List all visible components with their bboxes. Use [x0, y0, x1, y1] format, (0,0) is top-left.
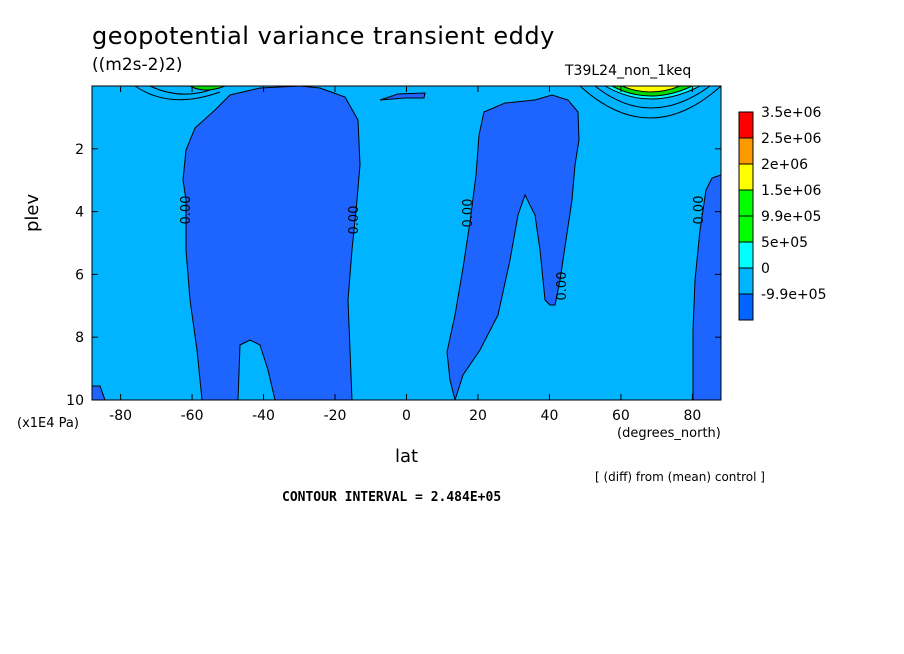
chart-units: ((m2s-2)2)	[92, 55, 183, 75]
experiment-label: T39L24_non_1keq	[565, 63, 692, 79]
x-tick-label: 20	[469, 408, 487, 424]
contour-label: 0.00	[461, 199, 476, 228]
x-tick-label: -20	[324, 408, 347, 424]
legend-label: 1.5e+06	[761, 183, 822, 199]
y-axis-unit: (x1E4 Pa)	[17, 416, 79, 431]
x-tick-label: -40	[252, 408, 275, 424]
x-axis-label: lat	[395, 446, 419, 467]
chart-title: geopotential variance transient eddy	[92, 22, 555, 50]
legend-swatch	[738, 111, 754, 139]
x-axis-unit: (degrees_north)	[617, 426, 721, 441]
contour-top-east	[579, 86, 721, 119]
contour-label: 0.00	[179, 196, 194, 225]
negative-region-west	[182, 86, 361, 400]
legend-swatch	[738, 189, 754, 217]
diff-note: [ (diff) from (mean) control ]	[595, 470, 765, 484]
x-tick-label: 80	[683, 408, 701, 424]
y-tick-label: 6	[75, 267, 84, 283]
contour-label: 0.00	[692, 196, 707, 225]
legend-label: 2e+06	[761, 157, 808, 173]
negative-region-corner	[92, 385, 106, 400]
legend-label: -9.9e+05	[761, 287, 826, 303]
legend-label: 3.5e+06	[761, 105, 822, 121]
x-tick-label: 40	[541, 408, 559, 424]
y-tick-label: 2	[75, 142, 84, 158]
contour-label: 0.00	[555, 272, 570, 301]
x-tick-label: -60	[181, 408, 204, 424]
contour-interval: CONTOUR INTERVAL = 2.484E+05	[282, 490, 502, 505]
legend-swatch	[738, 137, 754, 165]
legend-label: 9.9e+05	[761, 209, 821, 225]
contour-top-west-2	[149, 86, 211, 95]
legend-swatch	[738, 215, 754, 243]
contour-top-east-2	[594, 86, 711, 109]
x-tick-label: -80	[109, 408, 132, 424]
legend-swatch	[738, 267, 754, 295]
y-tick-label: 4	[75, 205, 84, 221]
x-tick-label: 60	[612, 408, 630, 424]
contour-top-west	[134, 86, 221, 101]
legend-swatch	[738, 241, 754, 269]
legend-swatch	[738, 293, 754, 321]
negative-region-east	[692, 174, 721, 400]
legend-label: 5e+05	[761, 235, 808, 251]
legend-label: 0	[761, 261, 770, 277]
x-tick-label: 0	[402, 408, 411, 424]
y-tick-label: 10	[66, 393, 84, 409]
negative-region-central	[446, 94, 580, 400]
y-tick-label: 8	[75, 330, 84, 346]
legend-swatch	[738, 163, 754, 191]
legend-label: 2.5e+06	[761, 131, 822, 147]
contour-label: 0.00	[347, 206, 362, 235]
negative-region-top	[379, 92, 426, 101]
